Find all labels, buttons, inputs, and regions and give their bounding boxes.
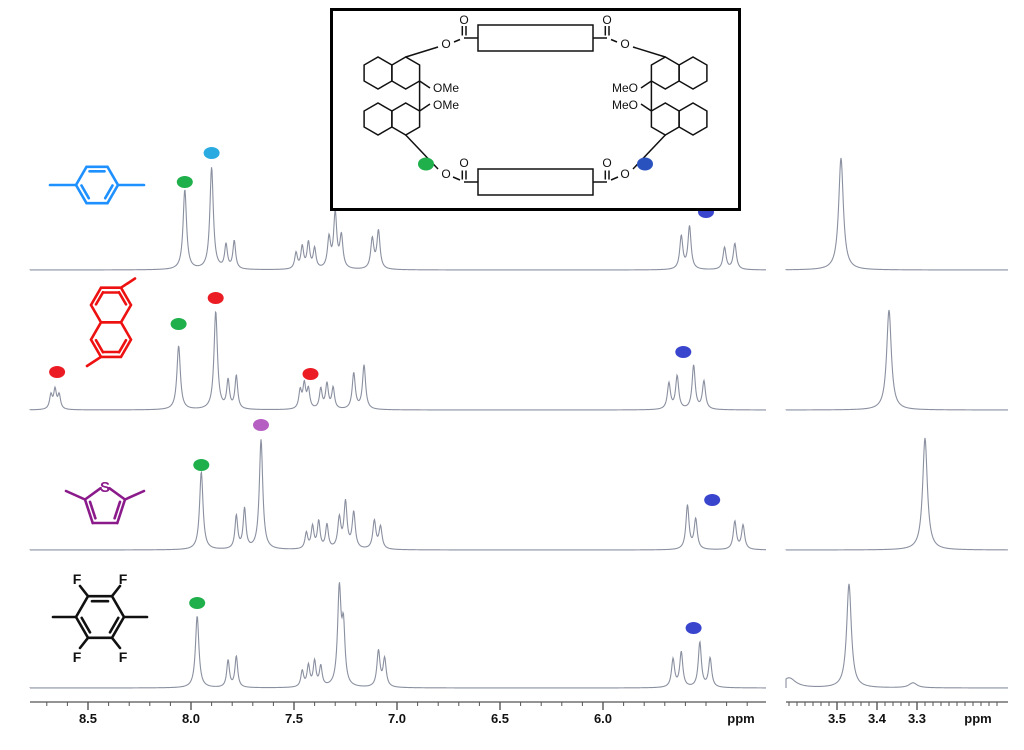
linker-placeholder-top bbox=[477, 24, 594, 52]
axis-tick-label: 8.0 bbox=[182, 711, 200, 726]
fluorine-atom-label: F bbox=[119, 649, 128, 665]
axis-tick-label: 7.5 bbox=[285, 711, 303, 726]
sulfur-atom-label: S bbox=[100, 479, 110, 496]
ring-bond bbox=[83, 498, 95, 525]
carbonyl-oxygen-label: O bbox=[459, 13, 468, 27]
ring-bond bbox=[116, 498, 127, 525]
fluorine-atom-label: F bbox=[73, 571, 82, 587]
macrocycle-skeleton bbox=[363, 24, 708, 196]
double-bond bbox=[117, 338, 128, 354]
green-ch2-marker bbox=[418, 157, 434, 171]
peak-assignment-dot bbox=[189, 597, 206, 609]
axis-tick-label: 7.0 bbox=[388, 711, 406, 726]
fluorine-bond bbox=[110, 584, 122, 598]
macrocycle-structure-inset: O O O O O O O O OMe OMe MeO MeO bbox=[330, 8, 741, 211]
naphthalene-skeleton bbox=[85, 277, 137, 368]
methyl-bond-bottom bbox=[85, 355, 103, 368]
blue-ch2-marker bbox=[637, 157, 653, 171]
linker-placeholder-bottom bbox=[477, 168, 594, 196]
double-bond bbox=[80, 184, 91, 200]
peak-assignment-dot bbox=[302, 368, 319, 380]
nmr-trace-2-right bbox=[785, 437, 1008, 551]
nmr-trace-3-left bbox=[29, 582, 766, 689]
fluorine-atom-label: F bbox=[73, 649, 82, 665]
methyl-bond-right bbox=[123, 489, 146, 501]
peak-assignment-dot bbox=[685, 622, 702, 634]
fluorine-bond bbox=[78, 584, 90, 598]
tetrafluorobenzene-skeleton bbox=[51, 584, 149, 650]
thiophene-skeleton bbox=[64, 486, 146, 525]
nmr-trace-1-right bbox=[785, 309, 1008, 411]
peak-assignment-dot bbox=[704, 494, 721, 506]
double-bond bbox=[117, 290, 128, 306]
carbonyl-oxygen-label: O bbox=[602, 156, 611, 170]
axis-tick-label: 3.5 bbox=[828, 711, 846, 726]
ester-oxygen-label: O bbox=[441, 37, 450, 51]
peak-assignment-dot bbox=[207, 292, 224, 304]
double-bond bbox=[103, 184, 114, 200]
carbonyl-oxygen-label: O bbox=[459, 156, 468, 170]
nmr-trace-0-left bbox=[29, 167, 767, 271]
axis-tick-label: 3.3 bbox=[908, 711, 926, 726]
double-bond bbox=[80, 616, 92, 634]
methoxy-label: OMe bbox=[433, 98, 459, 112]
peak-assignment-dot bbox=[193, 459, 210, 471]
double-bond bbox=[94, 290, 105, 306]
p-xylylene-skeleton bbox=[48, 165, 146, 205]
molecule-tetrafluorobenzene: F F F F bbox=[51, 571, 149, 665]
naphthalene-ring-bottom bbox=[89, 320, 133, 359]
double-bond bbox=[113, 500, 122, 520]
molecule-p-xylylene bbox=[48, 165, 146, 205]
axis-unit-label: ppm bbox=[727, 711, 754, 726]
methoxy-label: MeO bbox=[612, 98, 638, 112]
macrocycle-structure-drawing: O O O O O O O O OMe OMe MeO MeO bbox=[363, 13, 708, 196]
axis-tick-label: 3.4 bbox=[868, 711, 887, 726]
axis-unit-label: ppm bbox=[964, 711, 991, 726]
ester-oxygen-label: O bbox=[620, 37, 629, 51]
nmr-trace-0-right bbox=[785, 157, 1008, 271]
axis-tick-label: 8.5 bbox=[79, 711, 97, 726]
methyl-bond-left bbox=[64, 489, 87, 501]
carbonyl-oxygen-label: O bbox=[602, 13, 611, 27]
peak-assignment-dot bbox=[203, 147, 220, 159]
ring-bond bbox=[83, 486, 102, 501]
ring-bond bbox=[108, 486, 127, 501]
peak-assignment-dot bbox=[675, 346, 692, 358]
methoxy-label: OMe bbox=[433, 81, 459, 95]
nmr-trace-1-left bbox=[29, 310, 767, 411]
double-bond bbox=[108, 616, 120, 634]
peak-assignment-dot bbox=[176, 176, 193, 188]
molecule-dimethylthiophene: S bbox=[64, 479, 146, 525]
double-bond bbox=[88, 500, 97, 520]
fluorine-bond bbox=[78, 636, 90, 650]
peak-assignment-dot bbox=[253, 419, 269, 431]
nmr-trace-2-left bbox=[29, 439, 767, 551]
ester-oxygen-label: O bbox=[441, 167, 450, 181]
double-bond bbox=[94, 338, 105, 354]
methyl-bond-top bbox=[119, 277, 137, 290]
methoxy-label: MeO bbox=[612, 81, 638, 95]
axis-tick-label: 6.0 bbox=[594, 711, 612, 726]
fluorine-bond bbox=[110, 636, 122, 650]
molecule-dimethylnaphthalene bbox=[85, 277, 137, 368]
fluorine-atom-label: F bbox=[119, 571, 128, 587]
axis-tick-label: 6.5 bbox=[491, 711, 509, 726]
ester-oxygen-label: O bbox=[620, 167, 629, 181]
peak-assignment-dot bbox=[49, 366, 66, 378]
peak-assignment-dot bbox=[170, 318, 187, 330]
nmr-trace-3-right bbox=[785, 583, 1008, 689]
